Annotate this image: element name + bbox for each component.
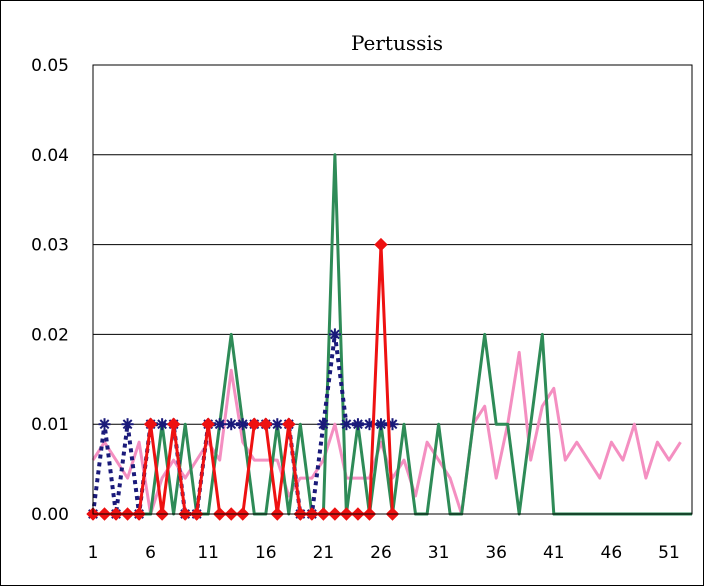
y-tick-label: 0.01: [31, 415, 69, 435]
x-tick-label: 51: [658, 543, 680, 563]
x-tick-label: 46: [601, 543, 623, 563]
x-tick-label: 36: [485, 543, 507, 563]
x-axis-ticks: 1 6 11 16 21 26 31 36 41 46 51: [88, 543, 680, 563]
y-tick-label: 0.04: [31, 146, 69, 166]
data-point-diamond: [259, 417, 273, 431]
data-point-asterisk: [374, 418, 387, 431]
data-point-diamond: [143, 417, 158, 431]
data-point-asterisk: [98, 418, 111, 431]
data-point-asterisk: [213, 418, 226, 431]
data-point-asterisk: [317, 418, 330, 431]
x-tick-label: 1: [88, 543, 99, 563]
x-tick-label: 11: [197, 543, 219, 563]
data-point-asterisk: [236, 418, 249, 431]
y-tick-label: 0.03: [31, 236, 69, 256]
data-point-diamond: [282, 417, 296, 431]
series-line-red: [93, 243, 394, 516]
data-point-asterisk: [121, 418, 134, 431]
data-point-diamond: [374, 237, 388, 252]
data-point-diamond: [201, 417, 215, 431]
data-point-diamond: [166, 417, 181, 431]
x-tick-label: 41: [543, 543, 565, 563]
plot-area-border: [92, 64, 693, 515]
y-tick-label: 0.02: [31, 325, 69, 345]
x-tick-label: 21: [313, 543, 335, 563]
x-tick-label: 26: [370, 543, 392, 563]
data-point-asterisk: [340, 418, 353, 431]
data-point-asterisk: [271, 418, 284, 431]
x-tick-label: 6: [145, 543, 156, 563]
x-tick-label: 16: [255, 543, 277, 563]
data-point-asterisk: [351, 418, 364, 431]
chart-title: Pertussis: [351, 31, 443, 55]
data-point-diamond: [247, 417, 261, 431]
y-tick-label: 0.00: [31, 505, 69, 525]
data-point-asterisk: [225, 418, 238, 431]
x-tick-label: 31: [428, 543, 450, 563]
data-point-asterisk: [328, 328, 341, 341]
data-point-asterisk: [156, 418, 169, 431]
y-tick-label: 0.05: [31, 56, 69, 76]
y-axis-ticks: 0.00 0.01 0.02 0.03 0.04 0.05: [31, 56, 69, 525]
series-group: [86, 153, 692, 521]
